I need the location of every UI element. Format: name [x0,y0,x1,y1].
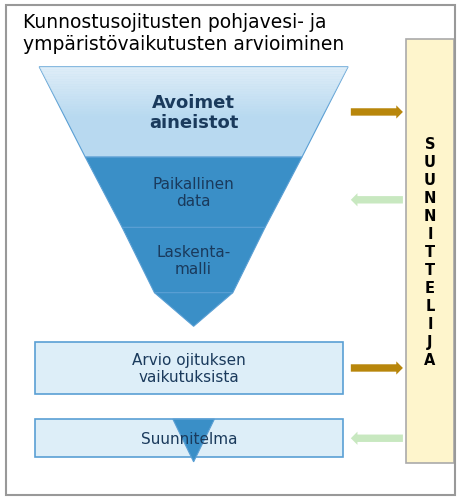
Polygon shape [173,419,214,462]
Polygon shape [85,158,302,228]
Polygon shape [51,90,337,92]
Polygon shape [44,78,343,80]
Polygon shape [47,83,340,85]
Polygon shape [56,100,331,102]
Polygon shape [48,85,339,88]
FancyBboxPatch shape [35,342,343,395]
Text: Arvio ojituksen
vaikutuksista: Arvio ojituksen vaikutuksista [132,352,246,384]
Polygon shape [59,107,328,110]
Polygon shape [154,293,233,327]
Polygon shape [49,88,338,90]
Polygon shape [39,68,348,158]
Text: Laskenta-
malli: Laskenta- malli [156,244,231,277]
Polygon shape [61,110,326,112]
Polygon shape [58,105,329,107]
Polygon shape [52,92,336,95]
Polygon shape [39,68,348,70]
Text: Avoimet
aineistot: Avoimet aineistot [149,93,238,132]
Polygon shape [54,97,333,100]
Polygon shape [41,73,346,75]
FancyBboxPatch shape [406,40,454,463]
Polygon shape [46,80,342,83]
Text: S
U
U
N
N
I
T
T
E
L
I
J
A: S U U N N I T T E L I J A [424,136,436,367]
Polygon shape [62,112,325,115]
Polygon shape [43,75,344,78]
Text: Suunnitelma: Suunnitelma [141,431,237,446]
Polygon shape [41,70,347,73]
Polygon shape [122,228,265,293]
Polygon shape [53,95,334,97]
Text: Paikallinen
data: Paikallinen data [153,177,235,209]
Text: Kunnostusojitusten pohjavesi- ja
ympäristövaikutusten arvioiminen: Kunnostusojitusten pohjavesi- ja ympäris… [23,13,344,54]
FancyBboxPatch shape [35,420,343,457]
Polygon shape [57,102,330,105]
